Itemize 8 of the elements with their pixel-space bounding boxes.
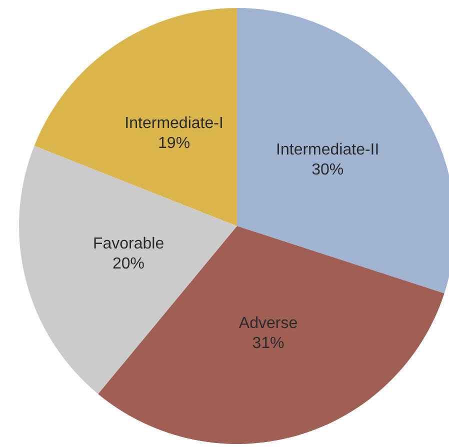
data-label: 30% bbox=[312, 162, 344, 179]
data-label: 20% bbox=[112, 255, 145, 272]
slice-label: Intermediate-I bbox=[124, 114, 224, 132]
slice-label: Adverse bbox=[238, 315, 298, 332]
data-label: 19% bbox=[158, 134, 190, 152]
slice-label: Favorable bbox=[92, 235, 164, 252]
data-label: 31% bbox=[252, 335, 284, 352]
slice-label: Intermediate-II bbox=[276, 142, 380, 159]
